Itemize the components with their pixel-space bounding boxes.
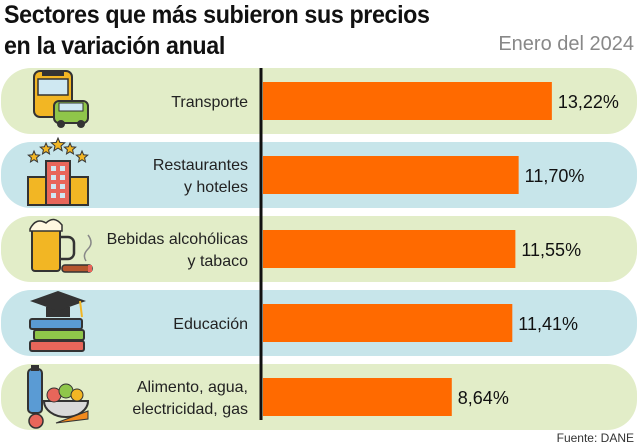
- category-row: Alimento, agua, electricidad, gas 8,64%: [1, 364, 637, 430]
- category-row: Bebidas alcohólicas y tabaco 11,55%: [1, 216, 637, 282]
- category-row: Transporte 13,22%: [1, 68, 637, 134]
- category-label: Restaurantes: [153, 157, 248, 174]
- books-graduation-icon: [29, 291, 86, 352]
- chart-subtitle: Enero del 2024: [498, 33, 634, 55]
- source-note: Fuente: DANE: [556, 431, 634, 445]
- category-row: Educación 11,41%: [1, 290, 637, 356]
- value-label: 11,55%: [521, 240, 581, 260]
- hotel-stars-icon: [27, 136, 89, 206]
- value-label: 8,64%: [458, 388, 509, 408]
- title-line-2: en la variación anual: [4, 32, 225, 60]
- bus-car-icon: [33, 70, 89, 128]
- category-label: Transporte: [171, 94, 248, 111]
- value-label: 13,22%: [558, 92, 619, 112]
- category-label: electricidad, gas: [132, 401, 248, 418]
- value-label: 11,70%: [525, 166, 585, 186]
- chart-title: Sectores que más subieron sus precios en…: [4, 0, 430, 62]
- bar: [263, 82, 552, 120]
- category-label: Bebidas alcohólicas: [107, 231, 248, 248]
- bar: [263, 378, 452, 416]
- category-row: Restaurantes y hoteles 11,70%: [1, 136, 637, 208]
- bar: [263, 304, 513, 342]
- value-label: 11,41%: [518, 314, 578, 334]
- category-label: Educación: [173, 316, 248, 333]
- bar: [263, 230, 516, 268]
- title-line-1: Sectores que más subieron sus precios: [4, 1, 430, 29]
- beer-cigar-icon: [29, 218, 93, 273]
- category-label: y tabaco: [188, 253, 249, 270]
- food-vegetables-icon: [27, 365, 90, 429]
- bar: [263, 156, 519, 194]
- category-label: y hoteles: [184, 179, 248, 196]
- category-label: Alimento, agua,: [137, 379, 248, 396]
